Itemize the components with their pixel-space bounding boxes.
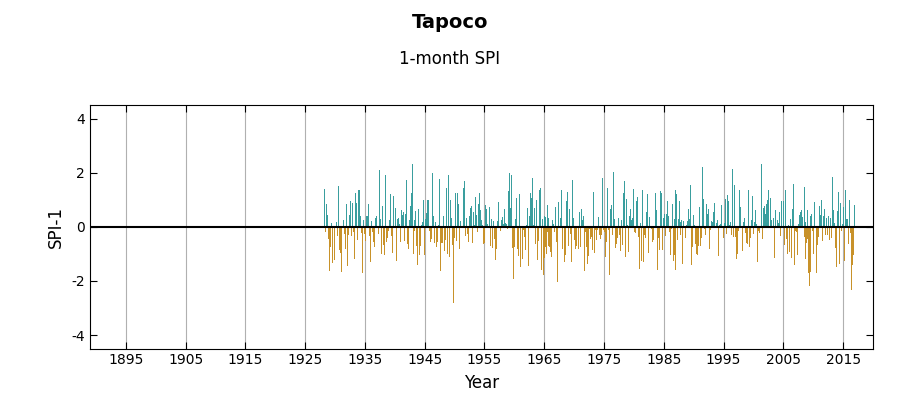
Text: 1-month SPI: 1-month SPI	[400, 50, 500, 68]
Y-axis label: SPI-1: SPI-1	[47, 206, 65, 248]
Text: Tapoco: Tapoco	[412, 13, 488, 32]
X-axis label: Year: Year	[464, 374, 500, 392]
